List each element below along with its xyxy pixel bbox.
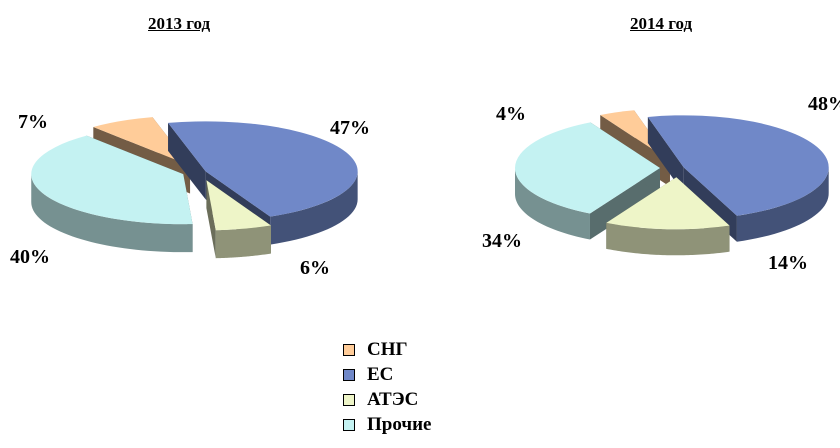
- pie-chart-2014: 4% 48% 14% 34%: [482, 93, 840, 274]
- legend-label-apec: АТЭС: [367, 388, 419, 410]
- legend-swatch-cis: [343, 343, 355, 356]
- data-label-apec-2014: 14%: [768, 252, 808, 274]
- slice-other-2013: [31, 135, 193, 253]
- pie-chart-2013: 7% 47% 6% 40%: [10, 111, 370, 279]
- slice-other-2014: [515, 122, 660, 240]
- data-label-eu-2014: 48%: [808, 93, 840, 115]
- slice-apec-2013: [206, 180, 271, 259]
- legend-swatch-other: [343, 418, 355, 431]
- data-label-cis-2014: 4%: [496, 103, 526, 125]
- data-label-apec-2013: 6%: [300, 257, 330, 279]
- legend-swatch-eu: [343, 368, 355, 381]
- legend: СНГ ЕС АТЭС Прочие: [343, 337, 431, 437]
- legend-item-other: Прочие: [343, 412, 431, 437]
- data-label-other-2013: 40%: [10, 246, 50, 268]
- legend-item-apec: АТЭС: [343, 387, 431, 412]
- slice-apec-2014: [606, 177, 730, 256]
- data-label-cis-2013: 7%: [18, 111, 48, 133]
- chart-title-2014: 2014 год: [630, 14, 693, 33]
- legend-label-other: Прочие: [367, 413, 432, 435]
- data-label-other-2014: 34%: [482, 230, 522, 252]
- chart-title-2013: 2013 год: [148, 14, 211, 33]
- legend-swatch-apec: [343, 393, 355, 406]
- legend-item-eu: ЕС: [343, 362, 431, 387]
- legend-label-cis: СНГ: [367, 338, 408, 360]
- legend-item-cis: СНГ: [343, 337, 431, 362]
- data-label-eu-2013: 47%: [330, 117, 370, 139]
- legend-label-eu: ЕС: [367, 363, 394, 385]
